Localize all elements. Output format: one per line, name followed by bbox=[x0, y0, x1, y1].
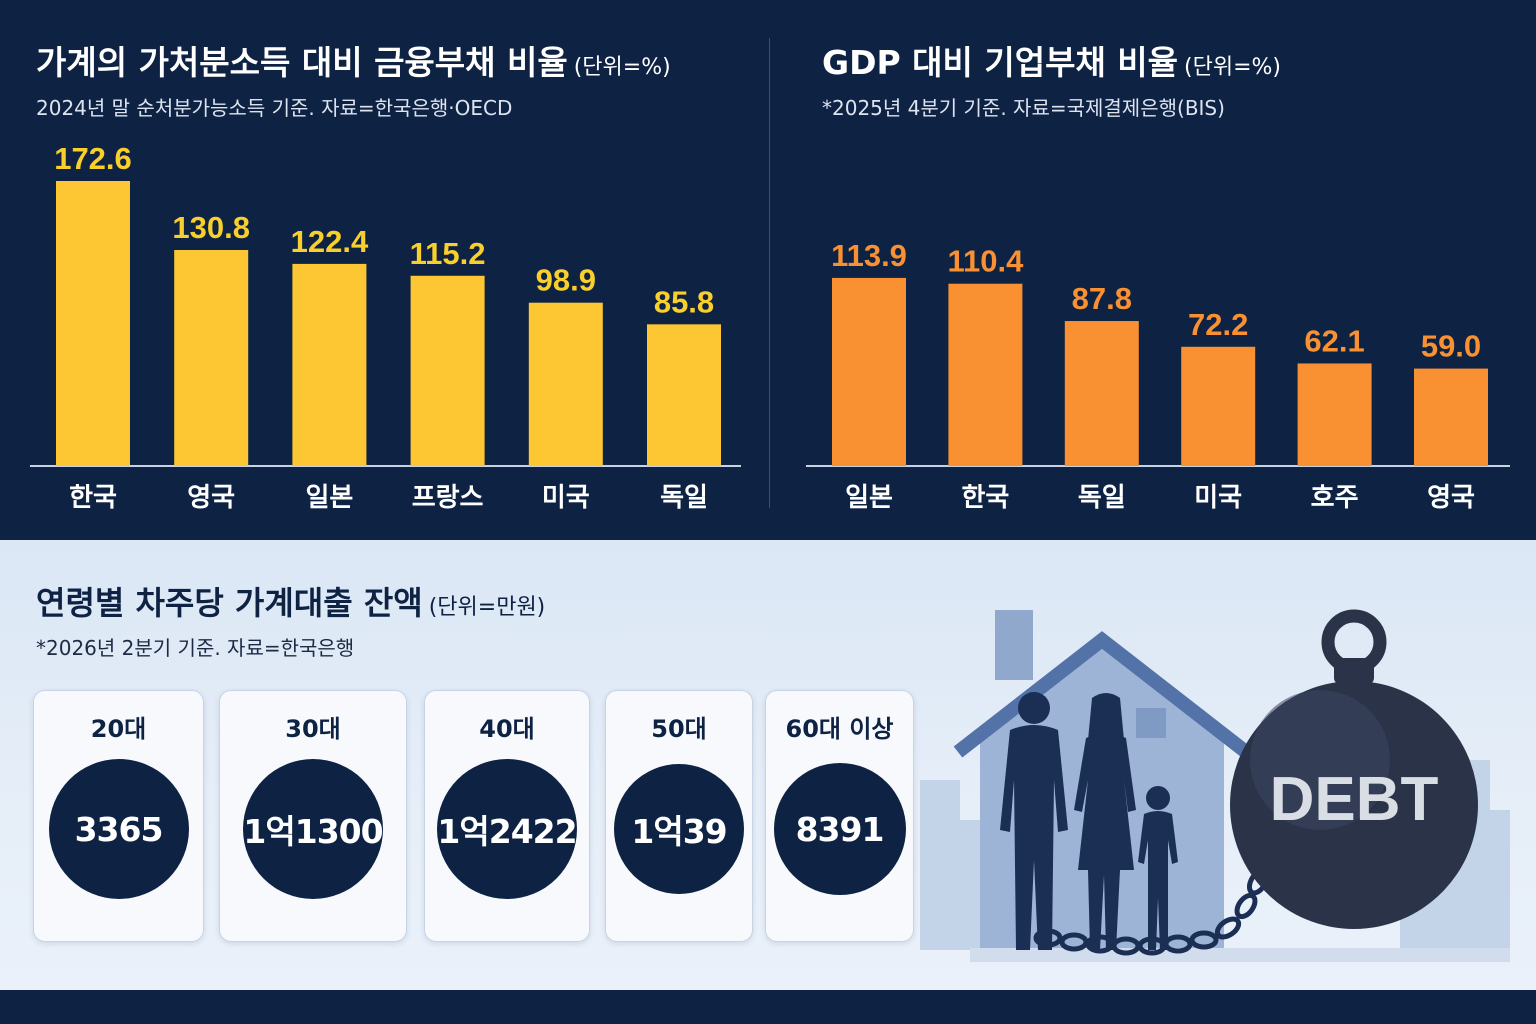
bar-corporate-5 bbox=[1414, 368, 1488, 466]
data-label-corporate-4: 62.1 bbox=[1304, 323, 1364, 358]
data-label-household-2: 122.4 bbox=[291, 224, 369, 259]
data-label-household-1: 130.8 bbox=[172, 210, 250, 245]
category-label-household-5: 독일 bbox=[660, 483, 708, 513]
data-label-corporate-0: 113.9 bbox=[831, 238, 907, 273]
loan-value: 1억39 bbox=[614, 764, 744, 894]
data-label-household-5: 85.8 bbox=[654, 284, 714, 319]
bar-corporate-4 bbox=[1297, 363, 1372, 466]
category-label-household-3: 프랑스 bbox=[412, 483, 484, 513]
category-label-household-1: 영국 bbox=[187, 483, 235, 513]
loan-value: 8391 bbox=[773, 763, 906, 895]
data-label-corporate-1: 110.4 bbox=[947, 244, 1024, 279]
loan-value: 3365 bbox=[48, 759, 189, 899]
age-label: 40대 bbox=[479, 715, 535, 743]
data-label-corporate-2: 87.8 bbox=[1072, 281, 1132, 316]
data-label-corporate-3: 72.2 bbox=[1188, 307, 1248, 342]
bar-corporate-2 bbox=[1064, 321, 1139, 466]
category-label-corporate-3: 미국 bbox=[1194, 483, 1242, 513]
debt-label: DEBT bbox=[1270, 765, 1439, 834]
age-card-20s: 20대 3365 bbox=[33, 690, 204, 942]
footer-band bbox=[0, 990, 1536, 1024]
bar-household-2 bbox=[292, 263, 367, 466]
bottom-section: 연령별 차주당 가계대출 잔액 (단위=만원) *2026년 2분기 기준. 자료… bbox=[0, 540, 1536, 990]
category-label-corporate-1: 한국 bbox=[961, 483, 1009, 513]
age-label: 60대 이상 bbox=[785, 715, 894, 743]
bar-corporate-3 bbox=[1181, 346, 1256, 466]
bar-corporate-1 bbox=[948, 283, 1023, 466]
age-card-60s-plus: 60대 이상 8391 bbox=[765, 690, 914, 942]
debt-illustration: DEBT bbox=[920, 609, 1510, 962]
category-label-household-0: 한국 bbox=[69, 483, 117, 513]
age-label: 30대 bbox=[285, 715, 341, 743]
chain-icon bbox=[1033, 868, 1270, 956]
data-label-household-3: 115.2 bbox=[410, 236, 486, 271]
category-label-corporate-5: 영국 bbox=[1427, 483, 1475, 513]
bar-household-0 bbox=[56, 181, 130, 466]
age-card-50s: 50대 1억39 bbox=[605, 690, 753, 942]
data-label-household-0: 172.6 bbox=[54, 141, 132, 176]
chart-subtitle-household: 2024년 말 순처분가능소득 기준. 자료=한국은행·OECD bbox=[36, 96, 513, 120]
bar-household-3 bbox=[410, 275, 485, 466]
bar-household-4 bbox=[528, 302, 603, 466]
category-label-corporate-4: 호주 bbox=[1311, 483, 1359, 513]
category-label-corporate-0: 일본 bbox=[845, 483, 893, 513]
bar-household-5 bbox=[647, 324, 721, 466]
category-label-household-2: 일본 bbox=[305, 483, 353, 513]
bar-household-1 bbox=[174, 250, 249, 466]
panel-divider bbox=[769, 38, 770, 508]
ground bbox=[970, 948, 1510, 962]
loan-section-title: 연령별 차주당 가계대출 잔액 (단위=만원) bbox=[36, 584, 546, 622]
debt-ball-icon bbox=[1230, 609, 1478, 929]
age-label: 20대 bbox=[90, 715, 147, 743]
loan-value: 1억2422 bbox=[437, 759, 578, 899]
category-label-household-4: 미국 bbox=[542, 483, 590, 513]
loan-value: 1억1300 bbox=[243, 759, 384, 899]
age-card-40s: 40대 1억2422 bbox=[424, 690, 590, 942]
data-label-household-4: 98.9 bbox=[536, 263, 596, 298]
chart-title-corporate: GDP 대비 기업부채 비율 (단위=%) bbox=[822, 43, 1281, 82]
bar-charts: 172.6 한국 130.8 영국 122.4 일본 115.2 프랑스 98.9 미국 85.8 독… bbox=[30, 141, 1510, 513]
loan-section-subtitle: *2026년 2분기 기준. 자료=한국은행 bbox=[36, 636, 355, 660]
category-label-corporate-2: 독일 bbox=[1078, 483, 1126, 513]
chart-subtitle-corporate: *2025년 4분기 기준. 자료=국제결제은행(BIS) bbox=[822, 96, 1225, 120]
age-label: 50대 bbox=[651, 715, 707, 743]
family-icon bbox=[1000, 692, 1178, 950]
age-card-30s: 30대 1억1300 bbox=[219, 690, 407, 942]
top-section: 가계의 가처분소득 대비 금융부채 비율 (단위=%) 2024년 말 순처분가능… bbox=[30, 38, 1510, 513]
data-label-corporate-5: 59.0 bbox=[1421, 329, 1481, 364]
chart-title-household: 가계의 가처분소득 대비 금융부채 비율 (단위=%) bbox=[36, 43, 671, 82]
bar-corporate-0 bbox=[832, 277, 906, 466]
